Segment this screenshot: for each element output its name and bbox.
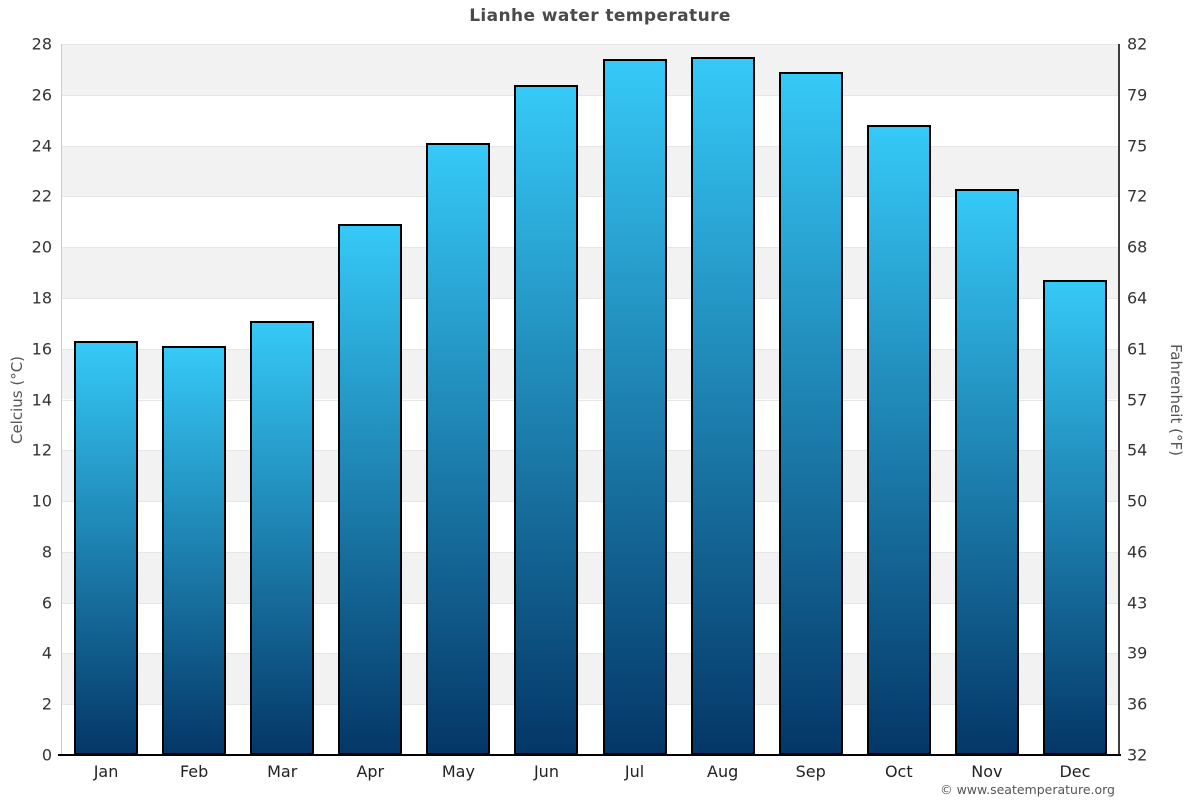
gridline-28c — [62, 44, 1119, 45]
plot-band — [62, 704, 1119, 755]
gridline-14c — [62, 399, 1119, 401]
y-tick-right-36: 36 — [1127, 694, 1148, 714]
x-axis-label-oct: Oct — [884, 762, 913, 781]
y-tick-right-68: 68 — [1127, 237, 1148, 257]
plot-band — [62, 247, 1119, 298]
plot-band — [62, 196, 1119, 248]
y-axis-line-left — [61, 44, 62, 755]
plot-band — [62, 501, 1119, 552]
y-axis-title-fahrenheit: Fahrenheit (°F) — [1167, 344, 1185, 456]
plot-band — [62, 551, 1119, 603]
x-axis-label-jun: Jun — [533, 762, 559, 781]
y-tick-right-64: 64 — [1127, 288, 1148, 308]
y-tick-left-24: 24 — [31, 136, 52, 156]
y-tick-left-16: 16 — [31, 339, 52, 359]
y-tick-right-32: 32 — [1127, 745, 1148, 765]
y-tick-left-2: 2 — [41, 694, 52, 714]
plot-band — [62, 94, 1119, 146]
y-tick-right-82: 82 — [1127, 34, 1148, 54]
bar-jul[interactable] — [602, 59, 667, 755]
plot-band — [62, 450, 1119, 502]
plot-band — [62, 297, 1119, 349]
plot-band — [62, 399, 1119, 451]
x-axis-label-mar: Mar — [267, 762, 298, 781]
y-tick-left-0: 0 — [41, 745, 52, 765]
bar-may[interactable] — [426, 143, 491, 755]
gridline-12c — [62, 450, 1119, 452]
bar-dec[interactable] — [1042, 280, 1107, 755]
bar-mar[interactable] — [250, 320, 315, 755]
gridline-22c — [62, 196, 1119, 198]
plot-band — [62, 348, 1119, 400]
x-axis-label-dec: Dec — [1059, 762, 1091, 781]
bar-oct[interactable] — [866, 125, 931, 755]
x-axis-label-jan: Jan — [93, 762, 119, 781]
bar-sep[interactable] — [778, 71, 843, 755]
plot-band — [62, 602, 1119, 654]
y-tick-left-14: 14 — [31, 390, 52, 409]
gridline-24c — [62, 145, 1119, 147]
x-axis-label-apr: Apr — [356, 762, 385, 781]
bar-nov[interactable] — [954, 188, 1019, 755]
y-tick-right-46: 46 — [1127, 542, 1148, 562]
gridline-26c — [62, 94, 1119, 96]
bar-apr[interactable] — [338, 224, 403, 755]
plot-band — [62, 653, 1119, 705]
y-tick-right-57: 57 — [1127, 390, 1148, 409]
copyright: © www.seatemperature.org — [940, 782, 1115, 797]
y-tick-left-12: 12 — [31, 440, 52, 460]
x-axis-label-aug: Aug — [707, 762, 739, 781]
bar-aug[interactable] — [690, 56, 755, 755]
gridline-6c — [62, 602, 1119, 604]
gridline-20c — [62, 247, 1119, 249]
y-tick-left-28: 28 — [31, 34, 52, 54]
x-axis-label-sep: Sep — [795, 762, 826, 781]
y-tick-left-26: 26 — [31, 85, 52, 105]
y-tick-right-79: 79 — [1127, 85, 1148, 105]
gridline-16c — [62, 348, 1119, 350]
bar-jan[interactable] — [74, 341, 139, 755]
x-axis-label-may: May — [441, 762, 475, 781]
x-axis-label-jul: Jul — [624, 762, 645, 781]
gridline-4c — [62, 653, 1119, 655]
gridline-2c — [62, 704, 1119, 706]
y-tick-right-75: 75 — [1127, 136, 1148, 156]
y-tick-right-50: 50 — [1127, 491, 1148, 511]
y-tick-left-4: 4 — [41, 643, 52, 663]
y-tick-left-18: 18 — [31, 288, 52, 308]
gridline-18c — [62, 297, 1119, 299]
plot-band — [62, 44, 1119, 95]
gridline-10c — [62, 501, 1119, 503]
gridline-8c — [62, 551, 1119, 553]
y-tick-right-72: 72 — [1127, 186, 1148, 206]
x-axis-line — [58, 754, 1121, 756]
chart-title: Lianhe water temperature — [469, 6, 731, 26]
bar-feb[interactable] — [162, 346, 227, 755]
y-tick-left-22: 22 — [31, 186, 52, 206]
y-tick-left-20: 20 — [31, 237, 52, 257]
plot-band — [62, 145, 1119, 197]
y-tick-left-6: 6 — [41, 593, 52, 613]
bar-jun[interactable] — [514, 84, 579, 755]
y-axis-line-right — [1118, 44, 1120, 755]
y-tick-right-43: 43 — [1127, 593, 1148, 613]
y-tick-right-54: 54 — [1127, 440, 1148, 460]
x-axis-label-feb: Feb — [179, 762, 209, 781]
plot-area — [62, 44, 1119, 755]
y-tick-left-8: 8 — [41, 542, 52, 562]
y-tick-right-61: 61 — [1127, 339, 1148, 359]
y-tick-left-10: 10 — [31, 491, 52, 511]
y-tick-right-39: 39 — [1127, 643, 1148, 663]
x-axis-label-nov: Nov — [971, 762, 1003, 781]
